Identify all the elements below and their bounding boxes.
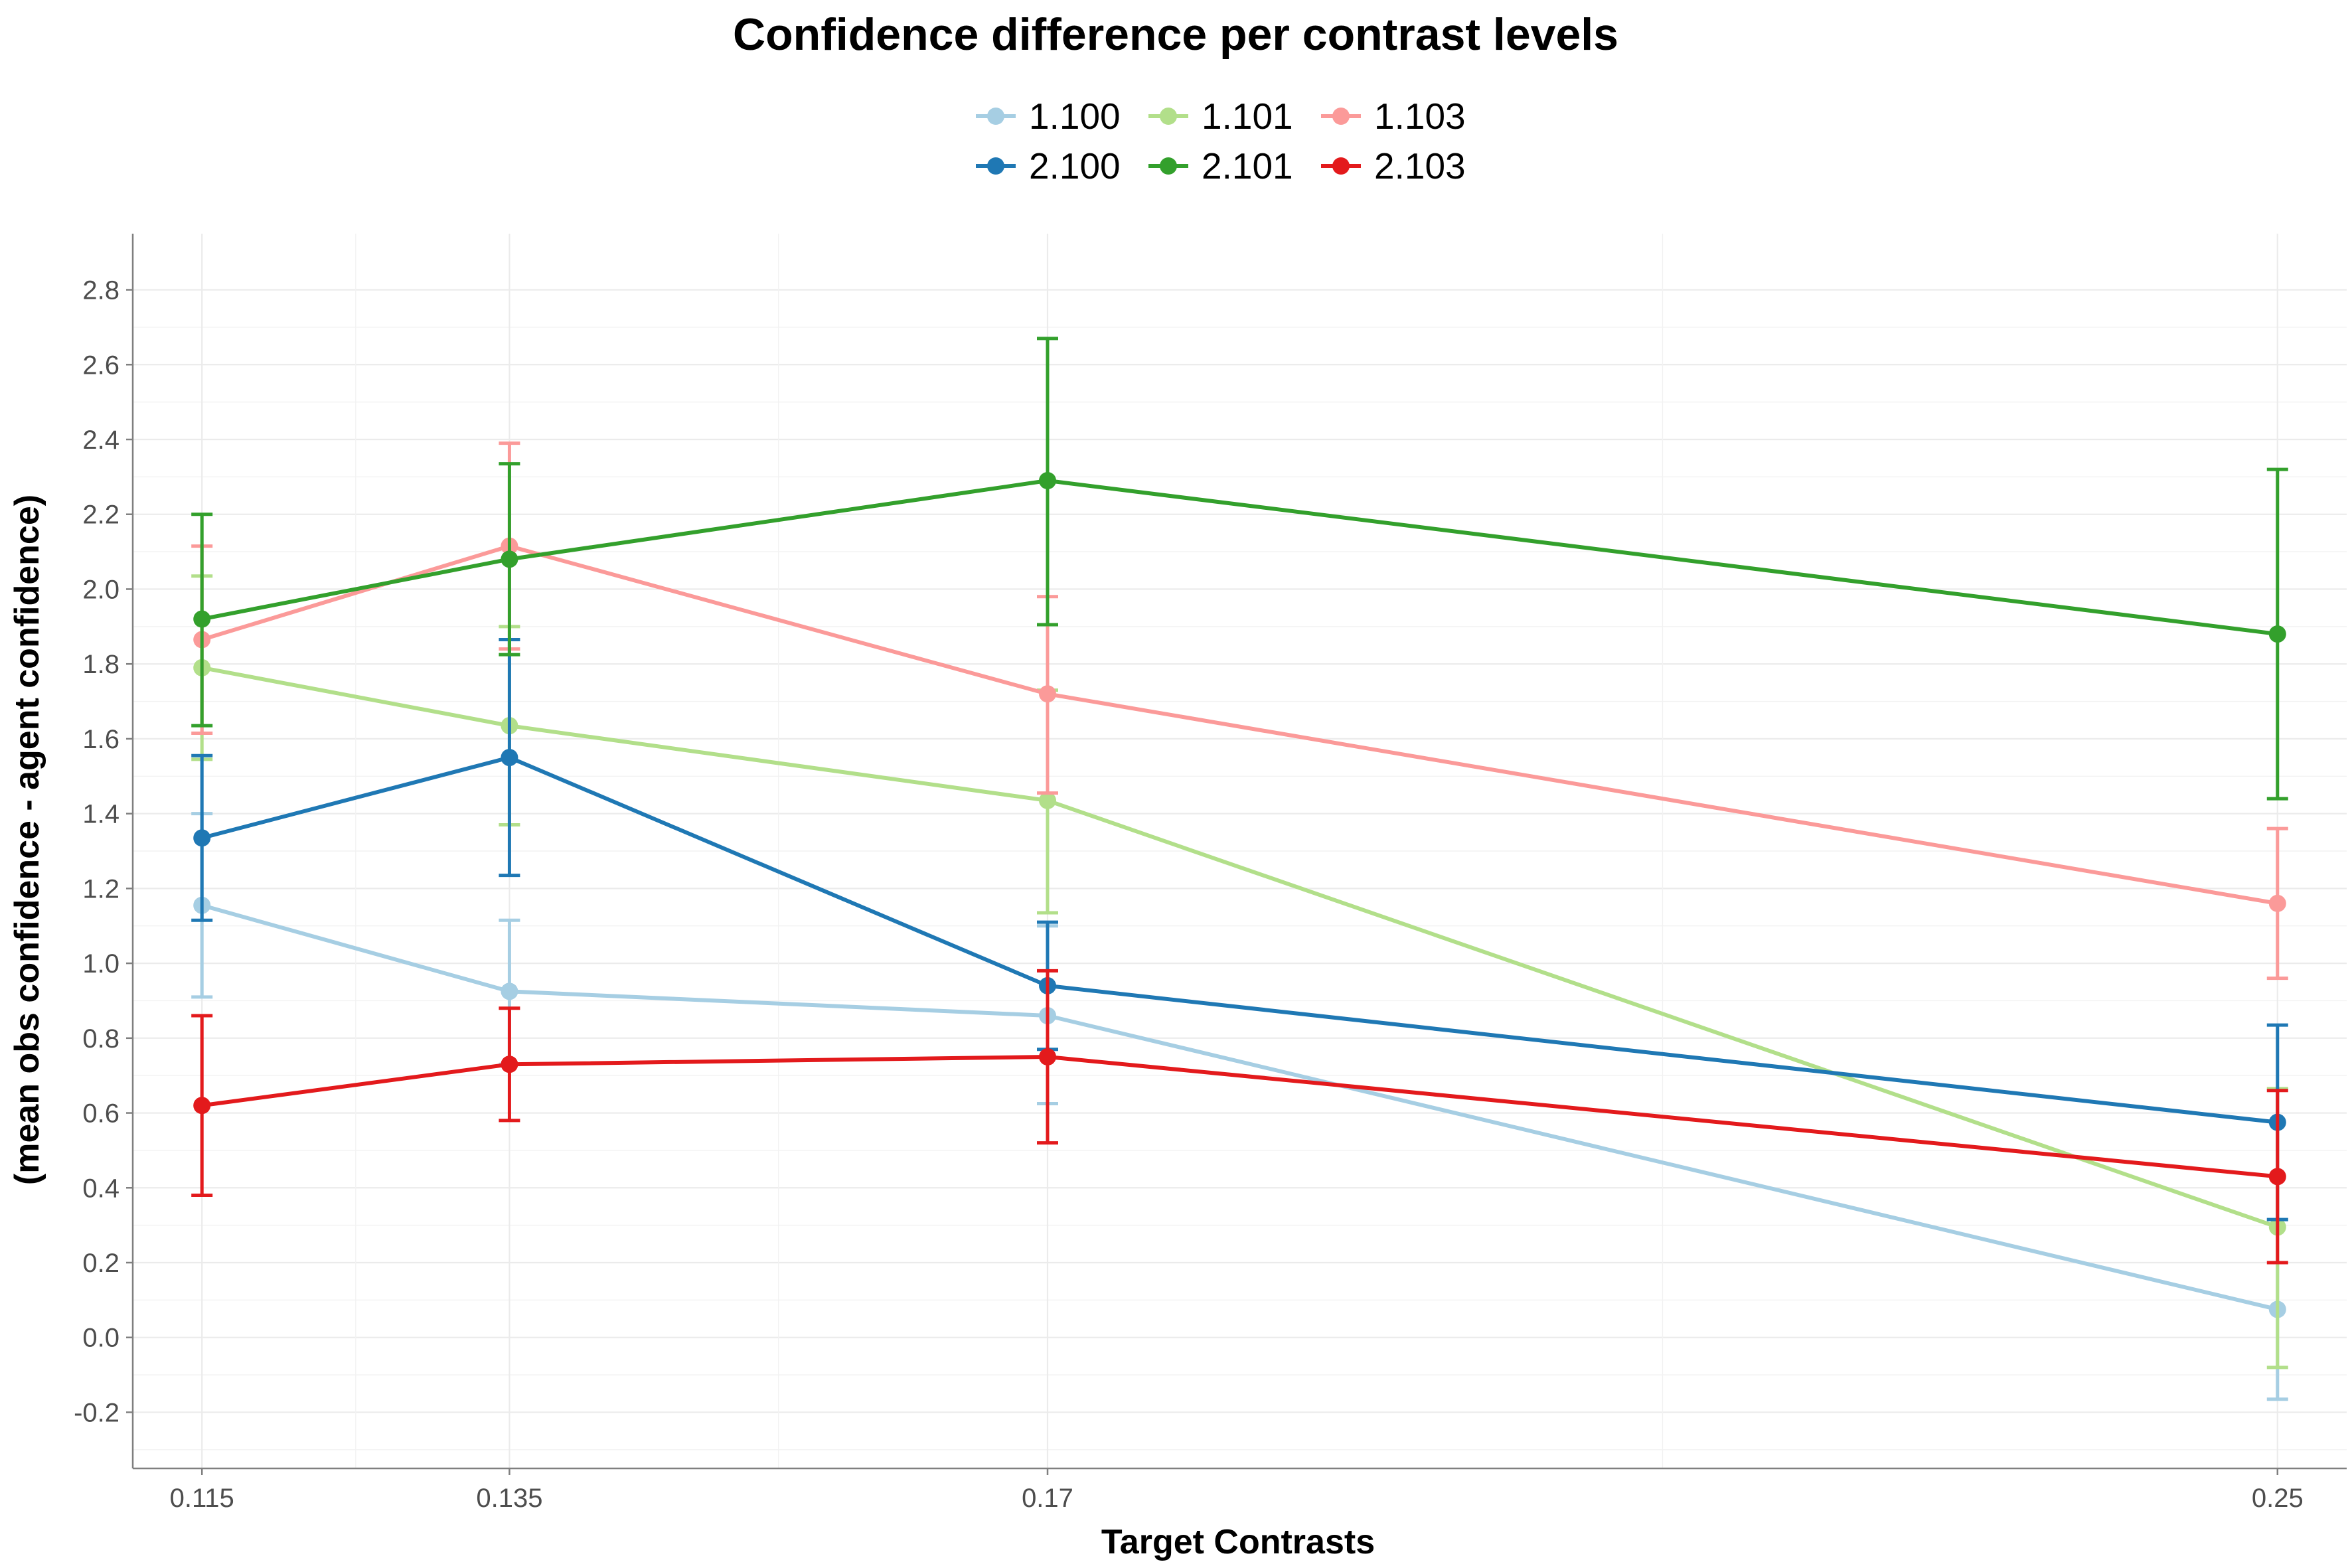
y-tick-label: 0.0	[82, 1324, 119, 1353]
legend-key-point	[987, 157, 1004, 175]
y-tick-label: 2.0	[82, 575, 119, 604]
legend-item: 1.101	[1148, 96, 1293, 137]
y-tick-label: 1.0	[82, 949, 119, 979]
legend-label: 1.103	[1374, 96, 1466, 137]
y-tick-label: 0.4	[82, 1174, 119, 1203]
data-point	[501, 749, 518, 767]
series-1-103	[191, 441, 2288, 980]
series-layer	[191, 337, 2288, 1401]
y-tick-label: 0.6	[82, 1099, 119, 1129]
series-1-100	[191, 812, 2288, 1401]
legend-item: 2.103	[1321, 145, 1466, 187]
x-tick-label: 0.115	[170, 1484, 234, 1513]
legend-key-point	[1332, 157, 1350, 175]
data-point	[501, 982, 518, 1000]
legend-key-point	[1160, 108, 1177, 125]
data-point	[193, 610, 211, 628]
legend-label: 2.100	[1029, 145, 1121, 187]
tick-labels: -0.2 0.0 0.2 0.4 0.6 0.8 1.0 1.2 1.4 1.6 1.8 2.0 2.2…	[74, 276, 2304, 1513]
series-line	[201, 903, 2278, 1312]
data-point	[501, 1056, 518, 1073]
legend-label: 2.101	[1202, 145, 1293, 187]
legend-key-point	[1160, 157, 1177, 175]
y-tick-label: 1.6	[82, 725, 119, 754]
series-1-101	[191, 574, 2288, 1370]
legend-label: 1.100	[1029, 96, 1121, 137]
legend-label: 1.101	[1202, 96, 1293, 137]
series-line	[201, 1055, 2278, 1179]
x-tick-label: 0.135	[476, 1484, 542, 1513]
data-point	[193, 829, 211, 847]
y-tick-label: 1.8	[82, 650, 119, 679]
x-axis-title: Target Contrasts	[1101, 1523, 1375, 1561]
legend-item: 2.100	[976, 145, 1121, 187]
y-tick-label: 0.2	[82, 1249, 119, 1278]
y-tick-label: 1.2	[82, 874, 119, 903]
series-line	[201, 755, 2278, 1125]
y-axis-title: (mean obs confidence - agent confidence)	[8, 495, 46, 1185]
data-point	[2268, 894, 2286, 912]
y-tick-label: -0.2	[74, 1398, 119, 1427]
y-tick-label: 2.8	[82, 276, 119, 305]
data-point	[1039, 791, 1057, 809]
grid	[133, 234, 2347, 1468]
data-point	[501, 550, 518, 568]
series-line	[201, 479, 2278, 637]
legend-key-point	[987, 108, 1004, 125]
x-tick-label: 0.25	[2252, 1484, 2304, 1513]
data-point	[1039, 685, 1057, 703]
x-tick-label: 0.17	[1022, 1484, 1073, 1513]
series-line	[201, 665, 2278, 1229]
chart-title: Confidence difference per contrast level…	[733, 9, 1618, 60]
legend-item: 1.103	[1321, 96, 1466, 137]
legend-item: 2.101	[1148, 145, 1293, 187]
legend-item: 1.100	[976, 96, 1121, 137]
series-2-101	[191, 337, 2288, 801]
y-tick-label: 0.8	[82, 1024, 119, 1054]
series-2-100	[191, 638, 2288, 1221]
legend-key-point	[1332, 108, 1350, 125]
legend: 1.100 1.101 1.103 2.100 2.101 2.103	[976, 96, 1466, 187]
y-tick-label: 2.2	[82, 501, 119, 530]
data-point	[2268, 625, 2286, 643]
series-line	[201, 544, 2278, 905]
series-2-103	[191, 969, 2288, 1265]
y-tick-label: 1.4	[82, 800, 119, 829]
y-tick-label: 2.4	[82, 426, 119, 455]
y-tick-label: 2.6	[82, 351, 119, 380]
data-point	[1039, 1048, 1057, 1065]
data-point	[1039, 472, 1057, 489]
legend-label: 2.103	[1374, 145, 1466, 187]
data-point	[2268, 1168, 2286, 1186]
data-point	[193, 1097, 211, 1115]
